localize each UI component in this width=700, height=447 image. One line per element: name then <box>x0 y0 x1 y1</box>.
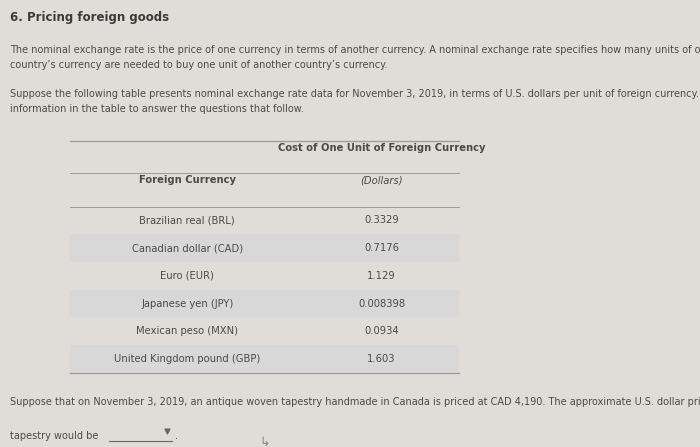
Text: Canadian dollar (CAD): Canadian dollar (CAD) <box>132 243 243 253</box>
Text: Foreign Currency: Foreign Currency <box>139 175 236 185</box>
Text: Brazilian real (BRL): Brazilian real (BRL) <box>139 215 235 225</box>
Text: 0.7176: 0.7176 <box>364 243 399 253</box>
Text: 1.603: 1.603 <box>368 354 395 364</box>
Text: ↳: ↳ <box>259 435 270 447</box>
Text: 6. Pricing foreign goods: 6. Pricing foreign goods <box>10 11 169 24</box>
Text: Mexican peso (MXN): Mexican peso (MXN) <box>136 326 238 336</box>
Text: Japanese yen (JPY): Japanese yen (JPY) <box>141 299 233 308</box>
Text: 0.008398: 0.008398 <box>358 299 405 308</box>
Text: (Dollars): (Dollars) <box>360 175 402 185</box>
Bar <box>70 234 459 262</box>
Text: .: . <box>175 431 178 441</box>
Text: The nominal exchange rate is the price of one currency in terms of another curre: The nominal exchange rate is the price o… <box>10 45 700 69</box>
Text: tapestry would be: tapestry would be <box>10 431 98 441</box>
Text: 1.129: 1.129 <box>367 271 396 281</box>
Text: Suppose that on November 3, 2019, an antique woven tapestry handmade in Canada i: Suppose that on November 3, 2019, an ant… <box>10 397 700 407</box>
Text: United Kingdom pound (GBP): United Kingdom pound (GBP) <box>114 354 260 364</box>
Bar <box>70 290 459 317</box>
Bar <box>70 345 459 373</box>
Text: Suppose the following table presents nominal exchange rate data for November 3, : Suppose the following table presents nom… <box>10 89 700 114</box>
Text: Cost of One Unit of Foreign Currency: Cost of One Unit of Foreign Currency <box>278 143 485 153</box>
Text: Euro (EUR): Euro (EUR) <box>160 271 214 281</box>
Text: 0.0934: 0.0934 <box>364 326 399 336</box>
Text: 0.3329: 0.3329 <box>364 215 399 225</box>
